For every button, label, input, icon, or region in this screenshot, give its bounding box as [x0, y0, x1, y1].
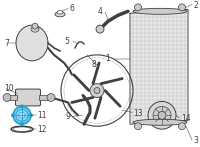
Polygon shape — [130, 9, 188, 124]
Text: 11: 11 — [37, 111, 46, 120]
Ellipse shape — [16, 25, 48, 61]
Circle shape — [21, 123, 23, 125]
Text: 5: 5 — [64, 37, 69, 46]
Ellipse shape — [55, 12, 65, 17]
FancyBboxPatch shape — [39, 95, 51, 100]
Text: 13: 13 — [133, 109, 143, 118]
Circle shape — [13, 106, 31, 124]
Circle shape — [32, 23, 38, 29]
Text: 9: 9 — [65, 112, 70, 121]
Text: 4: 4 — [98, 7, 103, 16]
Ellipse shape — [133, 119, 187, 125]
Circle shape — [3, 93, 11, 101]
Circle shape — [16, 109, 28, 121]
Circle shape — [94, 88, 100, 93]
Circle shape — [96, 25, 104, 33]
Circle shape — [148, 101, 176, 129]
Circle shape — [153, 106, 171, 124]
Circle shape — [21, 105, 23, 108]
Text: 8: 8 — [91, 60, 96, 69]
Circle shape — [19, 112, 25, 118]
Text: 2: 2 — [193, 1, 198, 10]
Ellipse shape — [57, 11, 63, 14]
Circle shape — [179, 123, 186, 130]
Text: 7: 7 — [4, 39, 9, 47]
Text: 3: 3 — [193, 136, 198, 145]
Ellipse shape — [31, 26, 39, 32]
Circle shape — [12, 114, 14, 117]
FancyBboxPatch shape — [7, 95, 17, 100]
Circle shape — [179, 4, 186, 11]
Circle shape — [134, 123, 142, 130]
Circle shape — [90, 84, 104, 97]
Text: 14: 14 — [181, 114, 191, 123]
Text: 1: 1 — [105, 54, 110, 63]
Circle shape — [30, 114, 32, 117]
Text: 12: 12 — [37, 125, 46, 134]
Text: 6: 6 — [69, 4, 74, 13]
Ellipse shape — [133, 8, 187, 14]
Circle shape — [158, 111, 166, 119]
Circle shape — [134, 4, 142, 11]
FancyBboxPatch shape — [16, 89, 40, 106]
Circle shape — [47, 93, 55, 101]
Text: 10: 10 — [4, 84, 14, 93]
